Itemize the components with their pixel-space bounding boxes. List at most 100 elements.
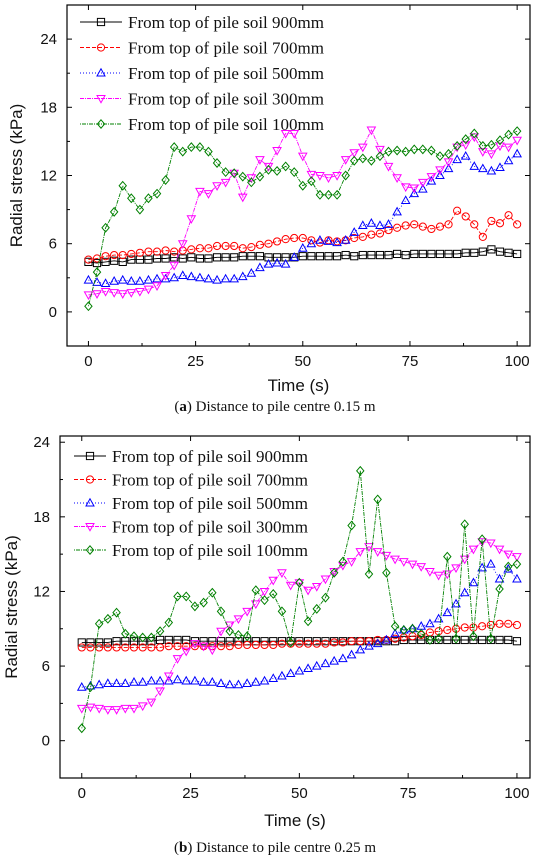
data-point bbox=[468, 545, 479, 555]
data-point bbox=[135, 248, 144, 257]
data-point bbox=[401, 221, 410, 230]
data-point bbox=[169, 142, 179, 153]
data-point bbox=[426, 173, 437, 182]
caption-text: ) Distance to pile centre 0.15 m bbox=[187, 399, 376, 415]
data-point bbox=[163, 675, 174, 685]
caption-open-paren: ( bbox=[174, 399, 179, 415]
data-point bbox=[364, 637, 374, 646]
data-point bbox=[452, 154, 462, 164]
data-point bbox=[129, 631, 139, 642]
data-point bbox=[349, 227, 360, 236]
data-point bbox=[375, 250, 385, 260]
data-point bbox=[126, 289, 137, 298]
series-from-top-of-pile-soil-900mm bbox=[84, 245, 522, 268]
series-line bbox=[88, 210, 518, 261]
data-point bbox=[307, 236, 316, 245]
data-point bbox=[417, 635, 426, 645]
data-point bbox=[86, 638, 95, 647]
data-point bbox=[77, 638, 86, 647]
y-axis-label: Radial stress (kPa) bbox=[2, 535, 21, 679]
data-point bbox=[478, 232, 487, 241]
data-point bbox=[100, 278, 111, 287]
data-point bbox=[495, 135, 505, 146]
data-point bbox=[280, 258, 291, 268]
data-point bbox=[418, 249, 427, 259]
data-point bbox=[494, 545, 505, 555]
data-point bbox=[109, 206, 119, 217]
data-point bbox=[101, 222, 110, 233]
data-point bbox=[155, 626, 165, 637]
data-point bbox=[129, 637, 139, 646]
data-point bbox=[297, 243, 308, 252]
data-point bbox=[272, 146, 282, 156]
data-point bbox=[427, 249, 436, 259]
data-point bbox=[298, 233, 307, 243]
data-point bbox=[375, 220, 385, 230]
data-point bbox=[234, 630, 243, 640]
data-point bbox=[451, 633, 461, 644]
data-point bbox=[135, 275, 145, 285]
data-point bbox=[233, 679, 244, 689]
data-point bbox=[225, 626, 234, 637]
data-point bbox=[268, 576, 279, 586]
data-point bbox=[112, 607, 121, 618]
data-point bbox=[103, 706, 113, 715]
data-point bbox=[92, 254, 102, 263]
data-point bbox=[417, 183, 428, 193]
data-point bbox=[255, 262, 265, 272]
data-point bbox=[398, 624, 409, 634]
data-point bbox=[303, 663, 313, 673]
data-point bbox=[393, 223, 402, 232]
data-point bbox=[513, 249, 522, 259]
data-point bbox=[434, 633, 443, 644]
data-point bbox=[94, 679, 105, 689]
data-point bbox=[164, 642, 173, 651]
x-tick-label: 100 bbox=[504, 785, 529, 802]
data-point bbox=[461, 134, 470, 145]
data-point bbox=[382, 567, 391, 578]
chart-panel-a: 0 25 50 75 100 0 6 12 18 24 Time (s) Radial stress … bbox=[7, 4, 531, 415]
data-point bbox=[390, 555, 400, 565]
data-point bbox=[487, 216, 496, 226]
data-point bbox=[398, 558, 409, 567]
data-point bbox=[332, 237, 342, 247]
data-point bbox=[372, 638, 383, 648]
data-point bbox=[375, 145, 385, 155]
data-point bbox=[503, 155, 514, 165]
data-point bbox=[324, 252, 333, 261]
data-point bbox=[470, 248, 479, 257]
data-point bbox=[407, 560, 418, 570]
data-point bbox=[364, 640, 374, 650]
data-point bbox=[433, 571, 444, 581]
data-point bbox=[246, 268, 257, 277]
data-point bbox=[401, 146, 410, 157]
data-point bbox=[242, 607, 252, 617]
data-point bbox=[443, 635, 452, 645]
data-point bbox=[289, 167, 299, 178]
data-point bbox=[459, 555, 470, 565]
data-point bbox=[269, 637, 278, 646]
data-point bbox=[178, 254, 187, 263]
data-point bbox=[277, 569, 287, 579]
legend-marker bbox=[85, 497, 95, 507]
data-point bbox=[177, 270, 188, 280]
legend-marker bbox=[85, 523, 95, 532]
x-tick-label: 50 bbox=[294, 353, 311, 370]
data-point bbox=[477, 562, 487, 572]
data-point bbox=[195, 272, 205, 282]
data-point bbox=[390, 628, 400, 638]
data-point bbox=[307, 176, 316, 187]
data-point bbox=[338, 556, 348, 567]
data-point bbox=[443, 625, 452, 635]
data-point bbox=[144, 247, 153, 256]
data-point bbox=[190, 640, 200, 649]
legend-marker bbox=[96, 43, 106, 52]
y-tick-label: 6 bbox=[49, 236, 57, 253]
legend-label: From top of pile soil 100mm bbox=[112, 541, 308, 560]
data-point bbox=[383, 162, 394, 172]
data-point bbox=[195, 187, 205, 197]
data-point bbox=[427, 145, 436, 156]
data-point bbox=[495, 219, 505, 228]
data-point bbox=[129, 677, 139, 686]
data-point bbox=[355, 548, 366, 557]
